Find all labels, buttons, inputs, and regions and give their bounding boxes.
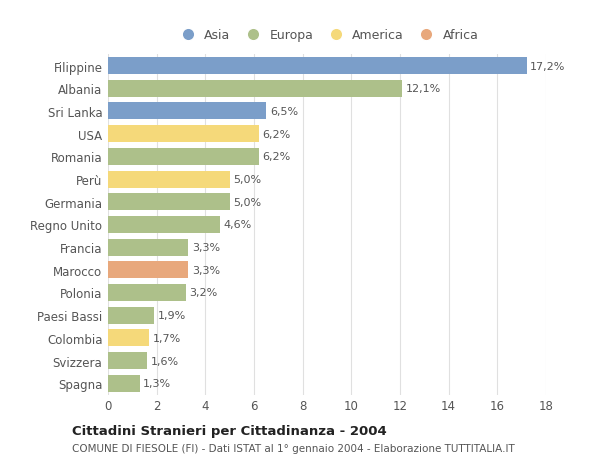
Text: 1,7%: 1,7%	[153, 333, 181, 343]
Bar	[108, 171, 230, 188]
Text: 6,2%: 6,2%	[263, 129, 291, 140]
Text: 4,6%: 4,6%	[224, 220, 252, 230]
Text: COMUNE DI FIESOLE (FI) - Dati ISTAT al 1° gennaio 2004 - Elaborazione TUTTITALIA: COMUNE DI FIESOLE (FI) - Dati ISTAT al 1…	[72, 443, 515, 453]
Bar	[108, 149, 259, 165]
Bar	[108, 353, 147, 369]
Text: 5,0%: 5,0%	[233, 174, 262, 185]
Bar	[108, 330, 149, 347]
Bar	[108, 284, 186, 301]
Bar	[108, 375, 140, 392]
Text: 1,9%: 1,9%	[158, 310, 186, 320]
Legend: Asia, Europa, America, Africa: Asia, Europa, America, Africa	[170, 24, 484, 47]
Bar	[108, 103, 266, 120]
Text: 3,2%: 3,2%	[190, 288, 218, 298]
Bar	[108, 80, 403, 97]
Text: 6,5%: 6,5%	[270, 106, 298, 117]
Text: 1,6%: 1,6%	[151, 356, 179, 366]
Text: Cittadini Stranieri per Cittadinanza - 2004: Cittadini Stranieri per Cittadinanza - 2…	[72, 424, 387, 437]
Bar	[108, 307, 154, 324]
Text: 12,1%: 12,1%	[406, 84, 442, 94]
Text: 6,2%: 6,2%	[263, 152, 291, 162]
Text: 3,3%: 3,3%	[192, 265, 220, 275]
Bar	[108, 216, 220, 233]
Bar	[108, 126, 259, 143]
Bar	[108, 239, 188, 256]
Text: 1,3%: 1,3%	[143, 378, 172, 388]
Text: 5,0%: 5,0%	[233, 197, 262, 207]
Bar	[108, 58, 527, 75]
Text: 3,3%: 3,3%	[192, 242, 220, 252]
Text: 17,2%: 17,2%	[530, 62, 566, 72]
Bar	[108, 262, 188, 279]
Bar	[108, 194, 230, 211]
